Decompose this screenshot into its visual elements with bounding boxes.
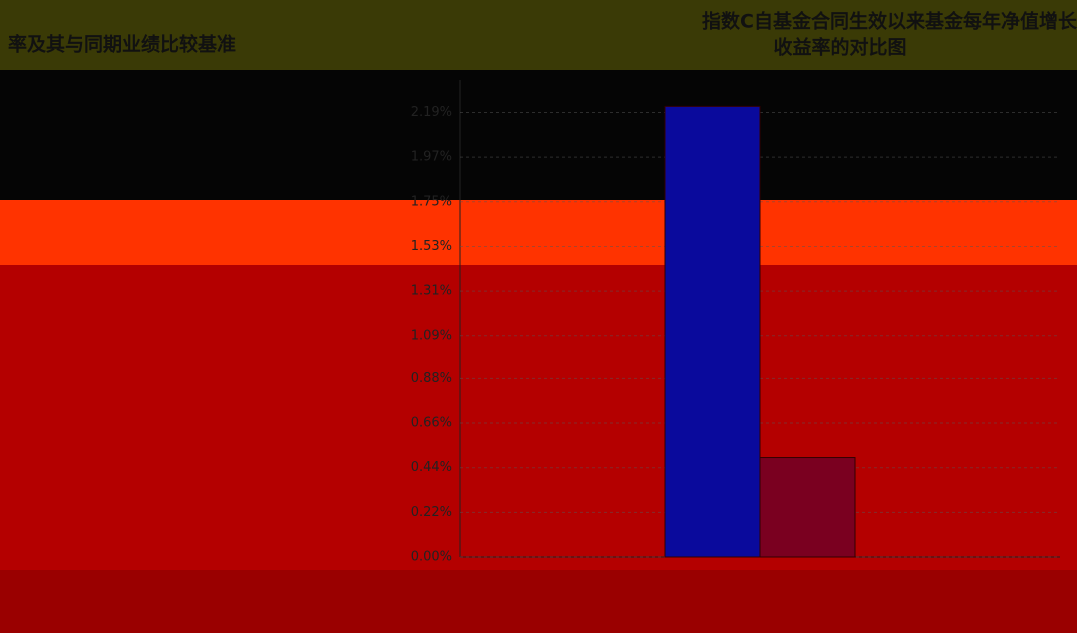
bar [664,105,761,558]
y-tick-label: 0.66% [411,416,452,431]
header-band [0,0,1077,70]
bar [759,457,856,558]
side-title: 率及其与同期业绩比较基准 [8,33,236,56]
y-tick-label: 1.97% [411,150,452,165]
y-tick-label: 1.53% [411,239,452,254]
dark-band [0,70,1077,200]
y-tick-label: 0.88% [411,371,452,386]
y-tick-label: 1.31% [411,284,452,299]
y-tick-label: 2.19% [411,105,452,120]
y-tick-label: 0.44% [411,460,452,475]
orange-band [0,200,1077,265]
y-tick-label: 0.00% [411,550,452,565]
chart-title: 指数C自基金合同生效以来基金每年净值增长 [702,10,1077,33]
bottom-band [0,570,1077,633]
y-tick-label: 1.75% [411,194,452,209]
chart-title: 收益率的对比图 [773,36,906,59]
y-tick-label: 1.09% [411,328,452,343]
y-tick-label: 0.22% [411,505,452,520]
